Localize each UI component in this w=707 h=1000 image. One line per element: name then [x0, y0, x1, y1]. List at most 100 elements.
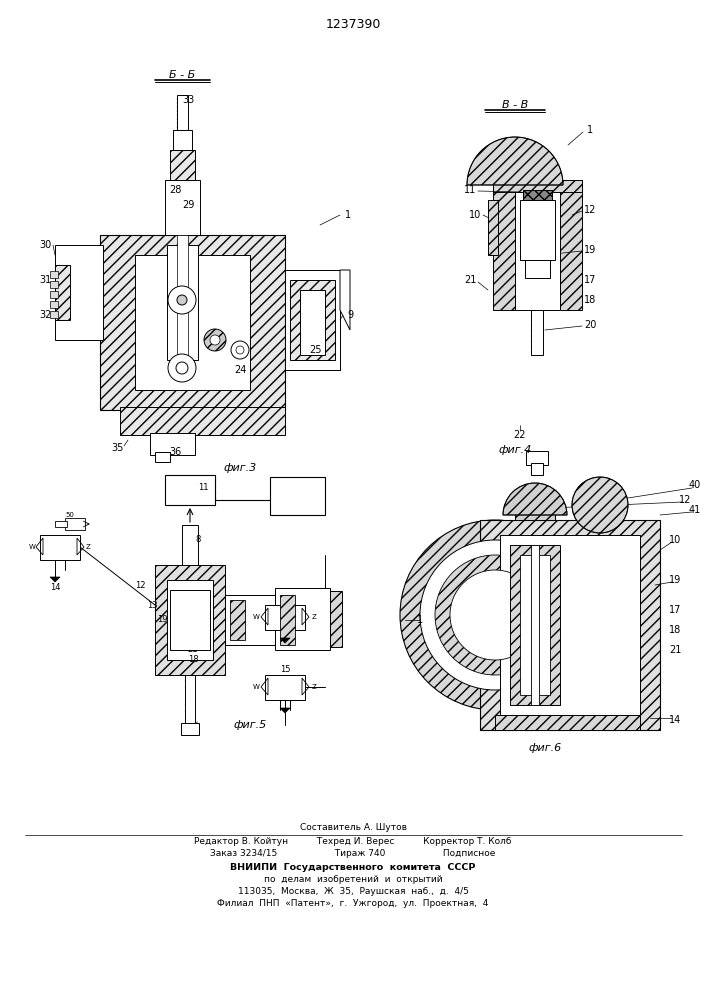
Text: Филиал  ПНП  «Патент»,  г.  Ужгород,  ул.  Проектная,  4: Филиал ПНП «Патент», г. Ужгород, ул. Про…: [217, 900, 489, 908]
Text: Составитель А. Шутов: Составитель А. Шутов: [300, 822, 407, 832]
Bar: [155, 452, 170, 462]
Bar: [520, 200, 555, 260]
Circle shape: [450, 570, 540, 660]
Polygon shape: [280, 638, 290, 643]
Text: 22: 22: [514, 430, 526, 440]
Bar: [285, 270, 340, 370]
Text: ВНИИПИ  Государственного  комитета  СССР: ВНИИПИ Государственного комитета СССР: [230, 862, 476, 871]
Text: 19: 19: [157, 615, 168, 624]
Bar: [182, 525, 198, 565]
Text: 40: 40: [689, 480, 701, 490]
Bar: [50, 271, 58, 278]
Bar: [493, 180, 582, 192]
Bar: [488, 200, 498, 255]
Text: Z: Z: [312, 684, 317, 690]
Text: 11: 11: [198, 483, 209, 491]
Bar: [170, 150, 195, 180]
Bar: [523, 190, 552, 210]
Text: 20: 20: [188, 636, 198, 645]
Circle shape: [210, 335, 220, 345]
Text: 24: 24: [234, 365, 246, 375]
Text: 36: 36: [169, 447, 181, 457]
Text: 1: 1: [587, 125, 593, 135]
Text: 9: 9: [347, 310, 353, 320]
Bar: [265, 605, 305, 630]
Bar: [155, 565, 225, 675]
Text: 1: 1: [345, 210, 351, 220]
Text: 13: 13: [146, 600, 158, 609]
Bar: [531, 310, 543, 355]
Circle shape: [572, 477, 628, 533]
Text: 10: 10: [469, 210, 481, 220]
Text: фиг.5: фиг.5: [233, 720, 267, 730]
Text: 17: 17: [187, 626, 198, 635]
Bar: [280, 595, 295, 645]
Bar: [500, 535, 640, 715]
Text: 35: 35: [112, 443, 124, 453]
Bar: [531, 545, 539, 705]
Circle shape: [420, 540, 570, 690]
Bar: [167, 580, 213, 660]
Text: W: W: [28, 544, 35, 550]
Text: 41: 41: [689, 505, 701, 515]
Text: W: W: [252, 614, 259, 620]
Text: 21: 21: [669, 645, 681, 655]
Polygon shape: [50, 577, 60, 582]
Bar: [100, 235, 285, 410]
Bar: [185, 675, 195, 725]
Bar: [55, 245, 103, 340]
Bar: [55, 265, 70, 320]
Bar: [181, 723, 199, 735]
Circle shape: [435, 555, 555, 675]
Text: 31: 31: [39, 275, 51, 285]
Bar: [526, 451, 548, 465]
Circle shape: [168, 354, 196, 382]
Text: 32: 32: [39, 310, 51, 320]
Text: фиг.6: фиг.6: [528, 743, 561, 753]
Text: 1: 1: [417, 615, 423, 625]
Text: 19: 19: [584, 245, 596, 255]
Text: 30: 30: [39, 240, 51, 250]
Polygon shape: [340, 270, 350, 330]
Bar: [173, 130, 192, 150]
Circle shape: [168, 286, 196, 314]
Bar: [480, 520, 660, 730]
Text: Редактор В. Койтун          Техред И. Верес          Корректор Т. Колб: Редактор В. Койтун Техред И. Верес Корре…: [194, 836, 512, 846]
Text: W: W: [252, 684, 259, 690]
Bar: [165, 475, 215, 505]
Bar: [65, 518, 85, 530]
Bar: [515, 506, 555, 520]
Text: 28: 28: [169, 185, 181, 195]
Text: 14: 14: [49, 584, 60, 592]
Bar: [230, 600, 245, 640]
Circle shape: [231, 341, 249, 359]
Text: Б - Б: Б - Б: [169, 70, 195, 80]
Text: по  делам  изобретений  и  открытий: по делам изобретений и открытий: [264, 876, 443, 884]
Circle shape: [236, 346, 244, 354]
Bar: [150, 433, 195, 455]
Bar: [330, 591, 342, 647]
Bar: [50, 281, 58, 288]
Bar: [493, 180, 515, 310]
Bar: [50, 291, 58, 298]
Bar: [170, 590, 210, 650]
Text: 21: 21: [188, 646, 198, 654]
Text: В - В: В - В: [502, 100, 528, 110]
Bar: [167, 245, 198, 360]
Circle shape: [400, 520, 590, 710]
Text: Заказ 3234/15                    Тираж 740                    Подписное: Заказ 3234/15 Тираж 740 Подписное: [210, 850, 496, 858]
Text: 29: 29: [182, 200, 194, 210]
Text: 21: 21: [464, 275, 477, 285]
Bar: [495, 715, 640, 730]
Bar: [290, 280, 335, 360]
Bar: [510, 545, 560, 705]
Bar: [55, 521, 67, 527]
Text: 18: 18: [187, 656, 198, 664]
Text: 8: 8: [195, 536, 201, 544]
Text: фиг.3: фиг.3: [223, 463, 257, 473]
Text: 12: 12: [584, 205, 596, 215]
Bar: [520, 555, 550, 695]
Text: 18: 18: [584, 295, 596, 305]
Bar: [177, 95, 188, 130]
Text: 12: 12: [679, 495, 691, 505]
